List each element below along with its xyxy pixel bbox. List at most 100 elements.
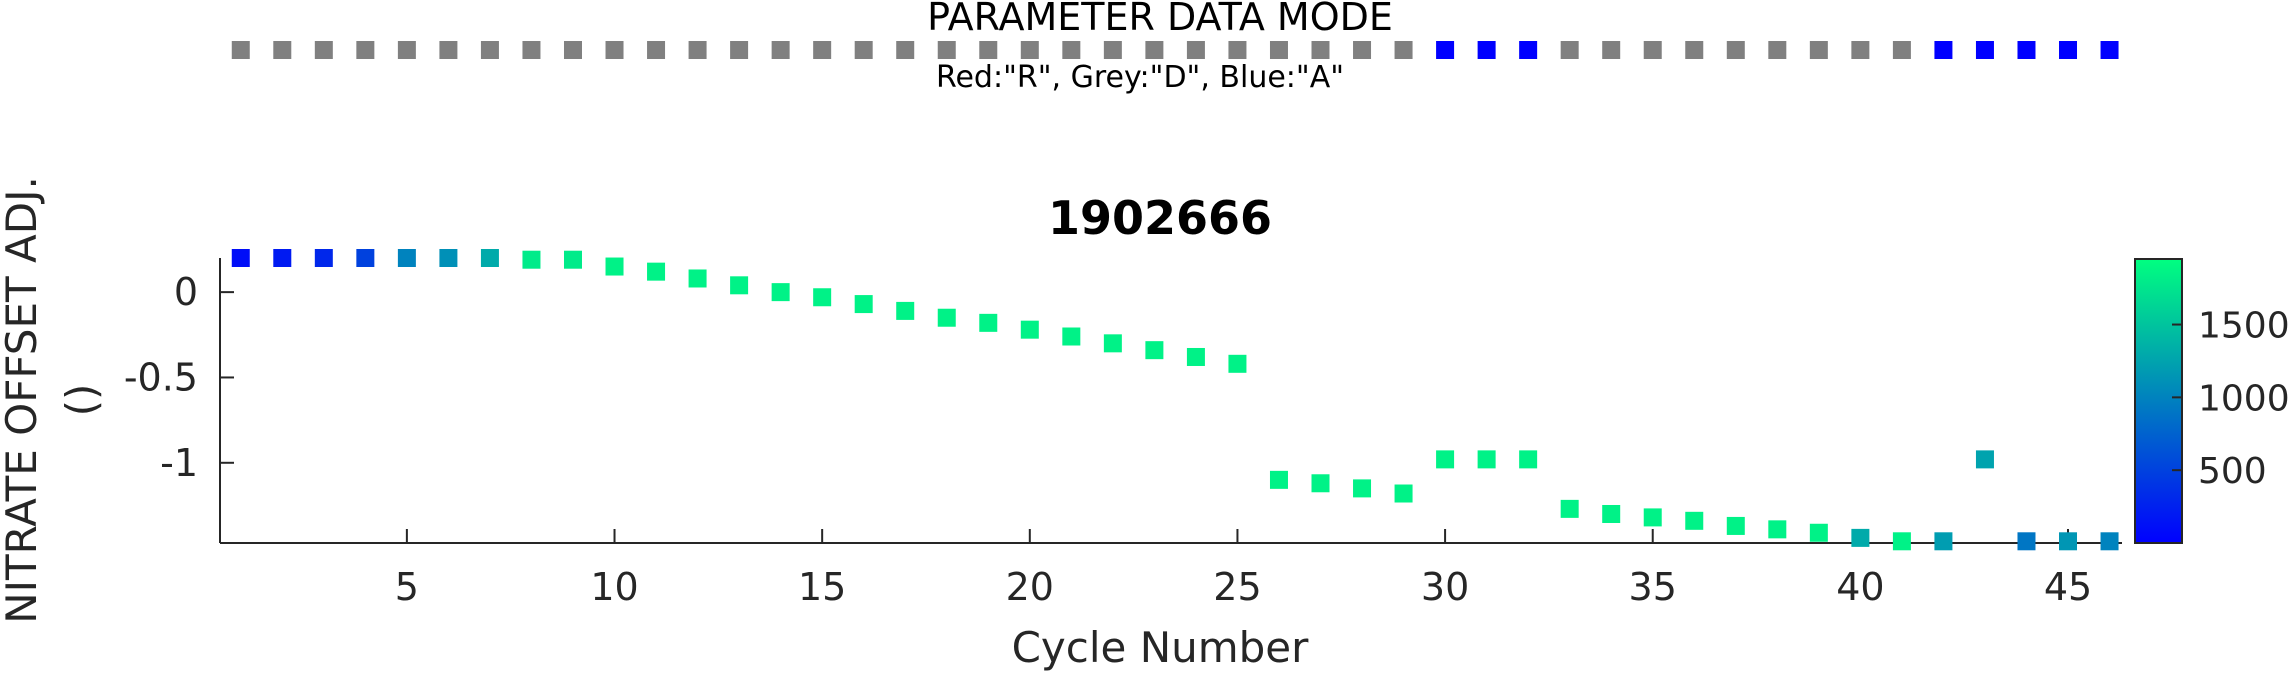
mode-marker xyxy=(1809,41,1828,59)
mode-marker xyxy=(1934,41,1953,59)
scatter-chart: 1902666 5 10 15 20 25 30 35 40 45 0 -0.5 -1 Cycle … xyxy=(0,176,2290,672)
mode-marker xyxy=(1062,41,1081,59)
data-point xyxy=(1062,327,1081,346)
mode-marker xyxy=(1477,41,1496,59)
mode-markers xyxy=(231,41,2119,59)
x-tick-label: 10 xyxy=(590,565,638,609)
colorbar-tick-label: 1500 xyxy=(2198,306,2290,347)
mode-marker xyxy=(605,41,624,59)
mode-marker xyxy=(273,41,292,59)
colorbar-tick-label: 1000 xyxy=(2198,378,2290,419)
x-axis-label: Cycle Number xyxy=(1012,623,1310,672)
data-point xyxy=(480,249,499,267)
data-point xyxy=(2100,532,2119,551)
mode-marker xyxy=(813,41,832,59)
mode-marker xyxy=(1020,41,1039,59)
x-tick-label: 40 xyxy=(1836,565,1884,609)
data-point xyxy=(314,249,333,267)
data-point xyxy=(1685,511,1704,530)
x-tick-label: 5 xyxy=(395,565,419,609)
colorbar-ticks: 500 1000 1500 xyxy=(2172,306,2290,492)
mode-marker xyxy=(1602,41,1621,59)
mode-marker xyxy=(1436,41,1455,59)
mode-marker xyxy=(1560,41,1579,59)
mode-marker xyxy=(1726,41,1745,59)
mode-marker xyxy=(647,41,666,59)
data-point xyxy=(397,249,416,267)
mode-strip-legend: Red:"R", Grey:"D", Blue:"A" xyxy=(936,60,1344,95)
x-tick-label: 25 xyxy=(1213,565,1261,609)
mode-marker xyxy=(1851,41,1870,59)
mode-marker xyxy=(1394,41,1413,59)
data-point xyxy=(1269,470,1288,489)
data-point xyxy=(522,250,541,269)
data-point xyxy=(1103,334,1122,353)
data-point xyxy=(1768,520,1787,539)
data-point xyxy=(1643,508,1662,527)
data-point xyxy=(563,250,582,269)
x-tick-label: 35 xyxy=(1629,565,1677,609)
mode-marker xyxy=(688,41,707,59)
mode-marker xyxy=(1975,41,1994,59)
mode-marker xyxy=(439,41,458,59)
data-point xyxy=(1436,450,1455,469)
y-ticks: 0 -0.5 -1 xyxy=(124,270,234,485)
mode-marker xyxy=(1685,41,1704,59)
mode-marker xyxy=(480,41,499,59)
data-point xyxy=(688,269,707,288)
mode-marker xyxy=(1768,41,1787,59)
data-point xyxy=(854,295,873,314)
data-point xyxy=(1892,532,1911,551)
data-point xyxy=(1934,532,1953,551)
data-point xyxy=(979,313,998,332)
mode-marker xyxy=(522,41,541,59)
data-point xyxy=(1186,347,1205,366)
data-point xyxy=(1602,504,1621,523)
mode-marker xyxy=(1269,41,1288,59)
y-tick-label: -0.5 xyxy=(124,355,198,399)
data-point xyxy=(1851,528,1870,547)
mode-marker xyxy=(896,41,915,59)
data-points xyxy=(231,249,2119,551)
data-point xyxy=(1020,320,1039,339)
mode-marker xyxy=(1892,41,1911,59)
mode-marker xyxy=(1311,41,1330,59)
mode-marker xyxy=(979,41,998,59)
data-point xyxy=(730,276,749,295)
mode-marker xyxy=(231,41,250,59)
mode-marker xyxy=(854,41,873,59)
data-point xyxy=(605,257,624,276)
x-ticks: 5 10 15 20 25 30 35 40 45 xyxy=(395,529,2092,609)
mode-marker xyxy=(1353,41,1372,59)
data-point xyxy=(1560,499,1579,518)
data-point xyxy=(231,249,250,267)
data-point xyxy=(1519,450,1538,469)
data-point xyxy=(1311,474,1330,493)
data-point xyxy=(439,249,458,267)
data-point xyxy=(2017,532,2036,551)
mode-marker xyxy=(314,41,333,59)
mode-marker xyxy=(1145,41,1164,59)
data-point xyxy=(2059,532,2078,551)
data-point xyxy=(1975,450,1994,469)
y-axis-label: NITRATE OFFSET ADJ. xyxy=(0,176,46,624)
mode-marker xyxy=(2017,41,2036,59)
data-point xyxy=(356,249,375,267)
mode-strip-title: PARAMETER DATA MODE xyxy=(927,0,1393,39)
mode-strip: PARAMETER DATA MODE Red:"R", Grey:"D", B… xyxy=(231,0,2119,95)
mode-marker xyxy=(356,41,375,59)
data-point xyxy=(1809,523,1828,542)
data-point xyxy=(937,308,956,327)
y-tick-label: -1 xyxy=(160,441,198,485)
mode-marker xyxy=(771,41,790,59)
data-point xyxy=(1228,354,1247,373)
colorbar-tick-label: 500 xyxy=(2198,451,2267,492)
mode-marker xyxy=(397,41,416,59)
x-tick-label: 20 xyxy=(1006,565,1054,609)
mode-marker xyxy=(730,41,749,59)
mode-marker xyxy=(1228,41,1247,59)
colorbar: 500 1000 1500 xyxy=(2134,258,2290,544)
y-axis-units: () xyxy=(57,384,106,417)
x-tick-label: 45 xyxy=(2044,565,2092,609)
